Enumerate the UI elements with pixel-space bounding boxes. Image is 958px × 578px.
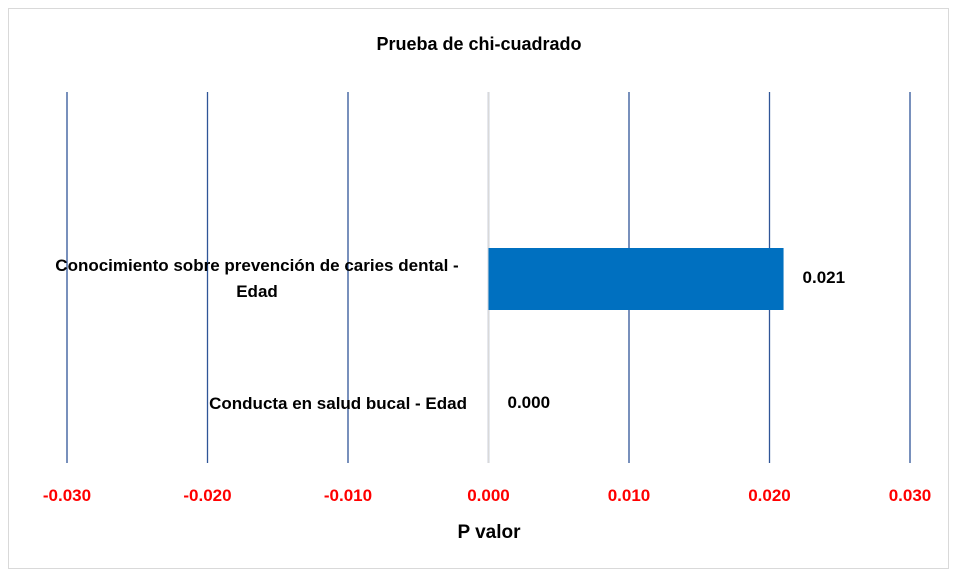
x-tick-label: -0.020 <box>183 486 232 505</box>
y-tick-label: Conocimiento sobre prevención de caries … <box>55 256 459 301</box>
chart-border <box>8 8 949 569</box>
y-tick-label-box: Conocimiento sobre prevención de caries … <box>37 253 467 305</box>
x-tick-label: 0.010 <box>607 486 651 505</box>
x-tick-label: -0.030 <box>42 486 92 505</box>
x-tick-label: 0.030 <box>888 486 932 505</box>
x-tick-label: -0.010 <box>323 486 373 505</box>
x-tick-label: 0.000 <box>467 486 510 505</box>
x-tick-label: 0.020 <box>748 486 791 505</box>
y-tick-label: Conducta en salud bucal - Edad <box>209 394 467 413</box>
x-axis-title: P valor <box>457 522 521 543</box>
bar <box>488 248 784 310</box>
chart-title: Prueba de chi-cuadrado <box>376 34 582 54</box>
y-tick-label-box: Conducta en salud bucal - Edad <box>37 391 467 417</box>
data-label: 0.000 <box>507 393 551 412</box>
data-label: 0.021 <box>802 268 846 287</box>
